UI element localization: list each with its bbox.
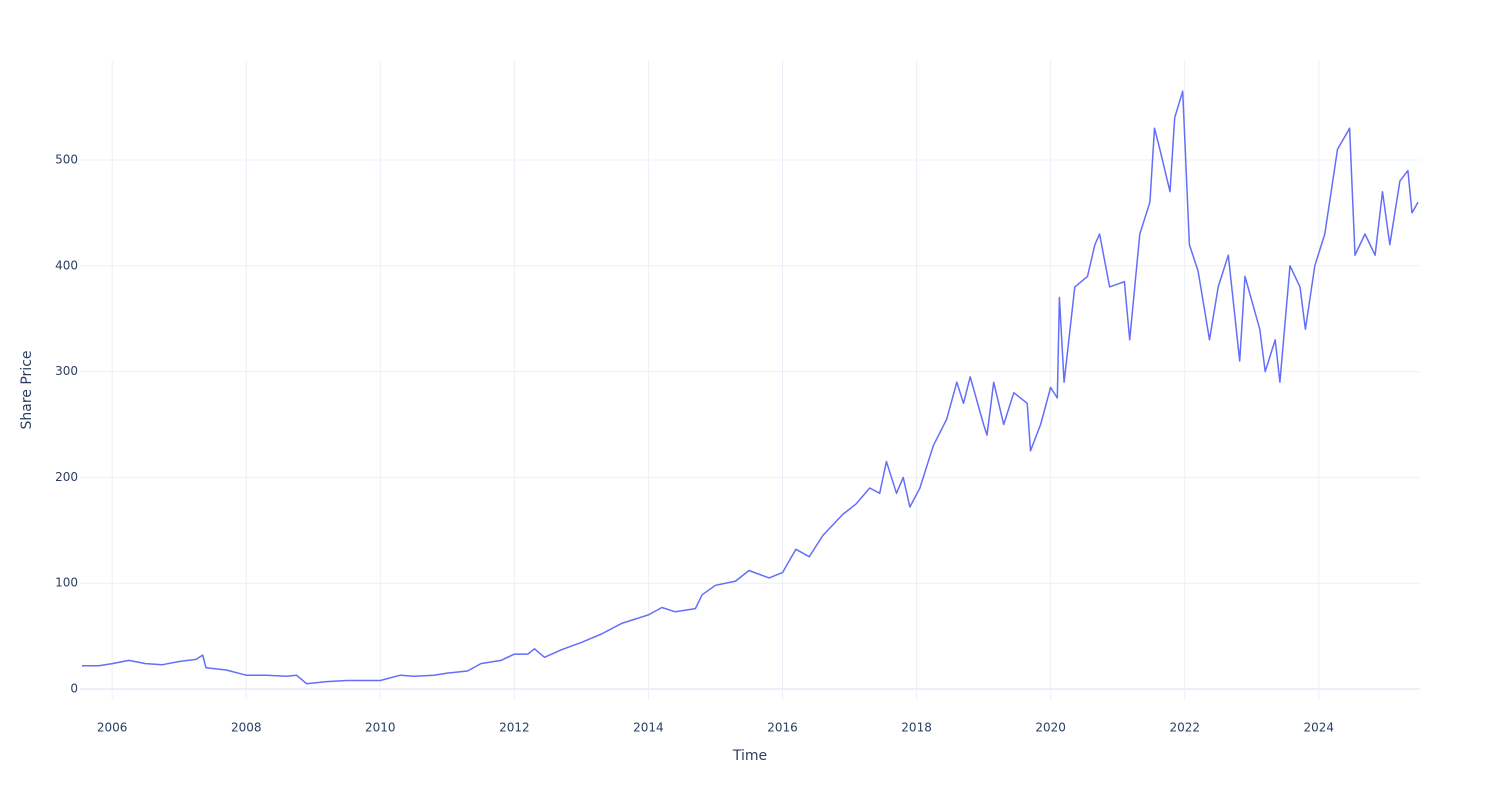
y-tick-label: 300 bbox=[55, 364, 78, 378]
plot-area bbox=[82, 90, 1419, 685]
x-tick-label: 2024 bbox=[1304, 721, 1335, 735]
x-tick-label: 2020 bbox=[1035, 721, 1066, 735]
x-tick-label: 2006 bbox=[97, 721, 128, 735]
y-tick-label: 100 bbox=[55, 576, 78, 590]
x-tick-label: 2018 bbox=[901, 721, 932, 735]
y-axis-title: Share Price bbox=[19, 350, 35, 429]
line bbox=[82, 90, 1419, 685]
y-tick-label: 400 bbox=[55, 258, 78, 272]
y-tick-label: 200 bbox=[55, 470, 78, 484]
x-tick-label: 2010 bbox=[365, 721, 396, 735]
x-tick-label: 2016 bbox=[767, 721, 798, 735]
x-tick-label: 2014 bbox=[633, 721, 664, 735]
x-axis-title: Time bbox=[732, 748, 767, 764]
grid bbox=[80, 60, 1420, 700]
y-tick-label: 500 bbox=[55, 152, 78, 166]
x-tick-label: 2022 bbox=[1169, 721, 1200, 735]
x-tick-label: 2012 bbox=[499, 721, 530, 735]
x-tick-label: 2008 bbox=[231, 721, 262, 735]
y-tick-label: 0 bbox=[70, 681, 78, 695]
